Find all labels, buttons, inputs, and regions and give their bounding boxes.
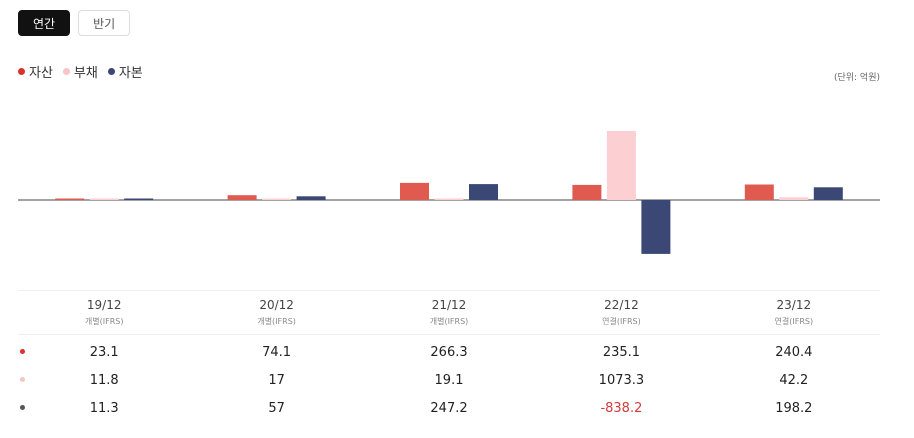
legend-dot-liability bbox=[62, 68, 70, 75]
row-marker-equity bbox=[20, 405, 25, 410]
bar-equity-4[interactable] bbox=[813, 187, 843, 200]
table-cell: 235.1 bbox=[602, 344, 641, 360]
basis-label: 개별(IFRS) bbox=[84, 317, 124, 326]
bar-equity-0[interactable] bbox=[124, 198, 154, 201]
period-label: 20/12 bbox=[259, 298, 294, 312]
bar-equity-1[interactable] bbox=[296, 196, 326, 200]
legend-label-liability: 부채 bbox=[73, 66, 98, 81]
bar-liability-4[interactable] bbox=[779, 197, 809, 200]
table-cell: 11.3 bbox=[89, 400, 119, 416]
legend-dot-asset bbox=[18, 68, 25, 75]
period-label: 21/12 bbox=[431, 298, 467, 312]
table-row-asset: 23.1 74.1 266.3 235.1 240.4 bbox=[18, 338, 880, 366]
row-marker-liability bbox=[20, 377, 25, 382]
table-header-row: 19/12 개별(IFRS) 20/12 개별(IFRS) 21/12 개별(I… bbox=[18, 290, 880, 335]
basis-label: 개별(IFRS) bbox=[257, 317, 296, 326]
table-cell: 74.1 bbox=[262, 344, 292, 360]
table-cell: 1073.3 bbox=[598, 372, 645, 388]
header-cell: 20/12 개별(IFRS) bbox=[190, 291, 362, 334]
table-cell: 240.4 bbox=[775, 344, 813, 360]
bar-liability-1[interactable] bbox=[262, 198, 292, 201]
bar-asset-0[interactable] bbox=[55, 198, 85, 201]
bar-asset-2[interactable] bbox=[400, 182, 429, 200]
table-cell: 17 bbox=[268, 372, 285, 388]
table-row-equity: 11.3 57 247.2 -838.2 198.2 bbox=[18, 394, 880, 422]
table-cell: 11.8 bbox=[89, 372, 119, 388]
legend-label-asset: 자산 bbox=[29, 66, 53, 81]
bar-chart bbox=[18, 131, 880, 254]
table-cell: 247.2 bbox=[430, 400, 468, 416]
row-marker-asset bbox=[20, 349, 25, 354]
period-label: 23/12 bbox=[776, 298, 812, 312]
bar-asset-3[interactable] bbox=[572, 184, 602, 200]
table-cell: 198.2 bbox=[775, 400, 813, 416]
table-row-liability: 11.8 17 19.1 1073.3 42.2 bbox=[18, 366, 880, 394]
header-cell: 19/12 개별(IFRS) bbox=[18, 291, 190, 334]
chart-legend: 자산 부채 자본 bbox=[18, 62, 143, 81]
period-label: 19/12 bbox=[86, 298, 122, 312]
header-cell: 21/12 개별(IFRS) bbox=[363, 291, 535, 334]
table-cell: 57 bbox=[268, 400, 285, 416]
header-cell: 23/12 연결(IFRS) bbox=[708, 291, 880, 334]
period-label: 22/12 bbox=[604, 298, 639, 312]
bar-equity-3[interactable] bbox=[641, 200, 671, 254]
tab-semiannual[interactable]: 반기 bbox=[78, 10, 131, 36]
bar-liability-3[interactable] bbox=[606, 131, 636, 200]
table-cell: 19.1 bbox=[434, 372, 464, 388]
basis-label: 연결(IFRS) bbox=[602, 317, 641, 326]
legend-item-asset: 자산 bbox=[18, 62, 53, 81]
table-cell: 23.1 bbox=[89, 344, 119, 360]
bar-equity-2[interactable] bbox=[469, 184, 498, 200]
basis-label: 개별(IFRS) bbox=[429, 317, 469, 326]
legend-item-equity: 자본 bbox=[107, 62, 143, 81]
data-table: 19/12 개별(IFRS) 20/12 개별(IFRS) 21/12 개별(I… bbox=[18, 290, 880, 422]
table-cell: -838.2 bbox=[600, 400, 643, 416]
legend-item-liability: 부채 bbox=[62, 62, 98, 81]
legend-dot-equity bbox=[107, 68, 115, 75]
bar-asset-4[interactable] bbox=[744, 184, 774, 201]
basis-label: 연결(IFRS) bbox=[774, 317, 814, 326]
table-cell: 266.3 bbox=[430, 344, 468, 360]
period-tabs: 연간 반기 bbox=[18, 10, 131, 36]
bar-asset-1[interactable] bbox=[227, 195, 257, 200]
header-cell: 22/12 연결(IFRS) bbox=[535, 291, 707, 334]
table-cell: 42.2 bbox=[779, 372, 809, 388]
legend-label-equity: 자본 bbox=[118, 66, 143, 81]
bar-liability-2[interactable] bbox=[434, 198, 464, 201]
unit-label: (단위: 억원) bbox=[833, 73, 880, 83]
bar-liability-0[interactable] bbox=[89, 198, 119, 201]
tab-annual[interactable]: 연간 bbox=[18, 10, 71, 36]
